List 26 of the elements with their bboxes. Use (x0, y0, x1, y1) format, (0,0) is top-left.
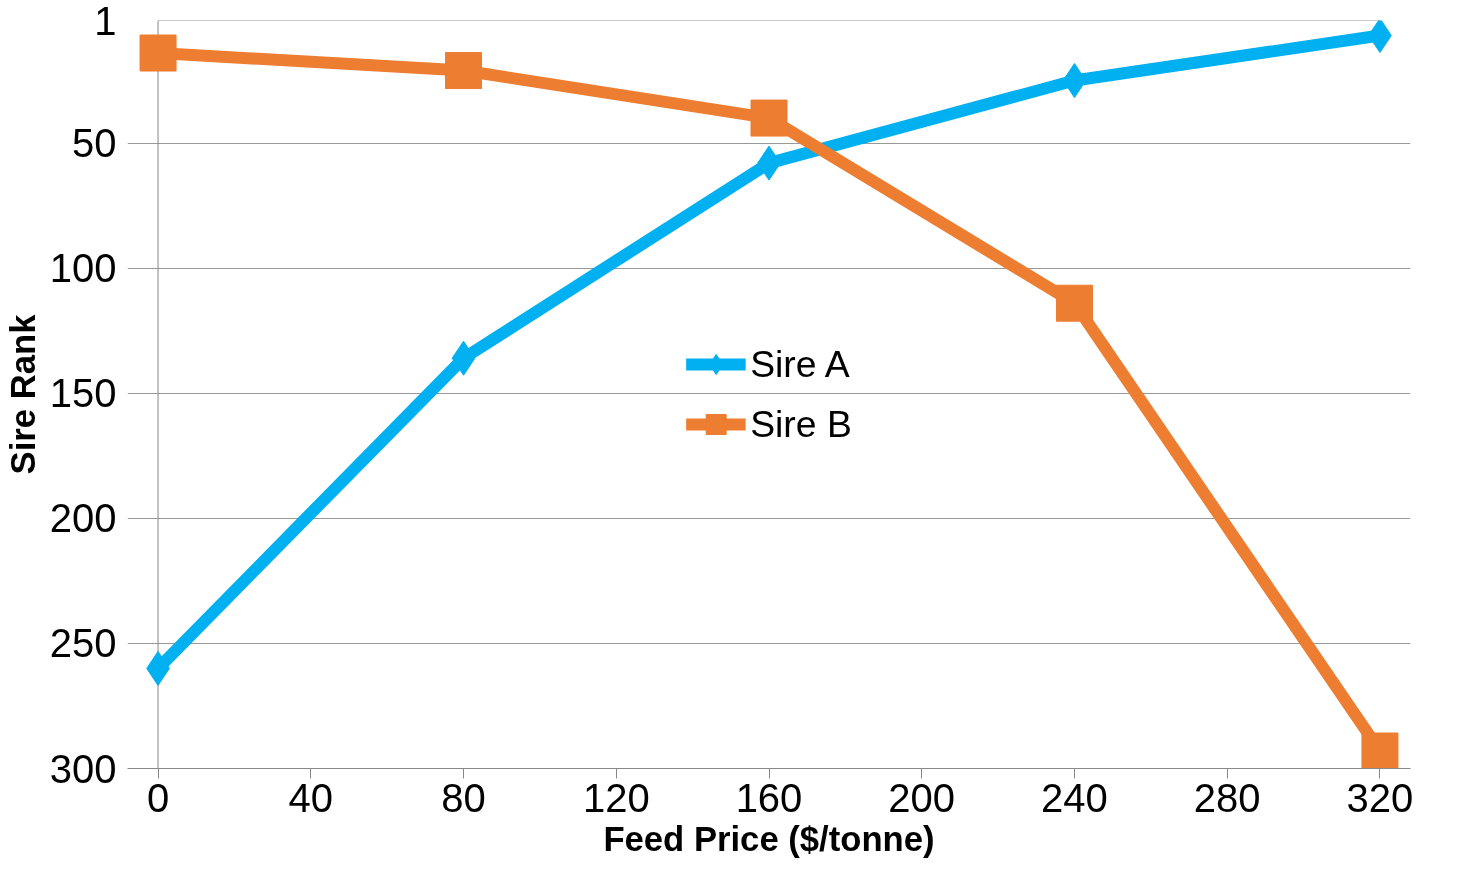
x-tick-label: 160 (735, 775, 803, 820)
y-tick-label: 100 (49, 246, 117, 291)
y-tick-label: 1 (94, 0, 117, 43)
point (1361, 732, 1399, 769)
x-tick-label: 200 (888, 775, 956, 820)
x-tick-label: 0 (146, 775, 170, 820)
y-tick-label: 250 (49, 621, 117, 666)
point (445, 52, 483, 90)
point (1368, 20, 1392, 54)
x-tick-label: 80 (441, 775, 486, 820)
point (750, 99, 788, 137)
x-axis-title: Feed Price ($/tonne) (603, 819, 935, 858)
y-tick-label: 300 (49, 746, 117, 791)
x-tick-label: 40 (288, 775, 334, 820)
point (139, 34, 177, 72)
y-tick-label: 200 (49, 496, 117, 541)
legend-label: Sire B (750, 402, 852, 446)
legend-label: Sire A (750, 342, 850, 386)
point (1055, 284, 1093, 322)
y-tick-label: 50 (72, 121, 117, 166)
x-tick-label: 120 (582, 775, 650, 820)
y-tick-label: 150 (49, 371, 117, 416)
x-tick-label: 240 (1041, 775, 1108, 820)
x-tick-label: 320 (1346, 775, 1414, 820)
x-tick-label: 280 (1193, 775, 1261, 820)
y-axis-title: Sire Rank (3, 313, 42, 475)
